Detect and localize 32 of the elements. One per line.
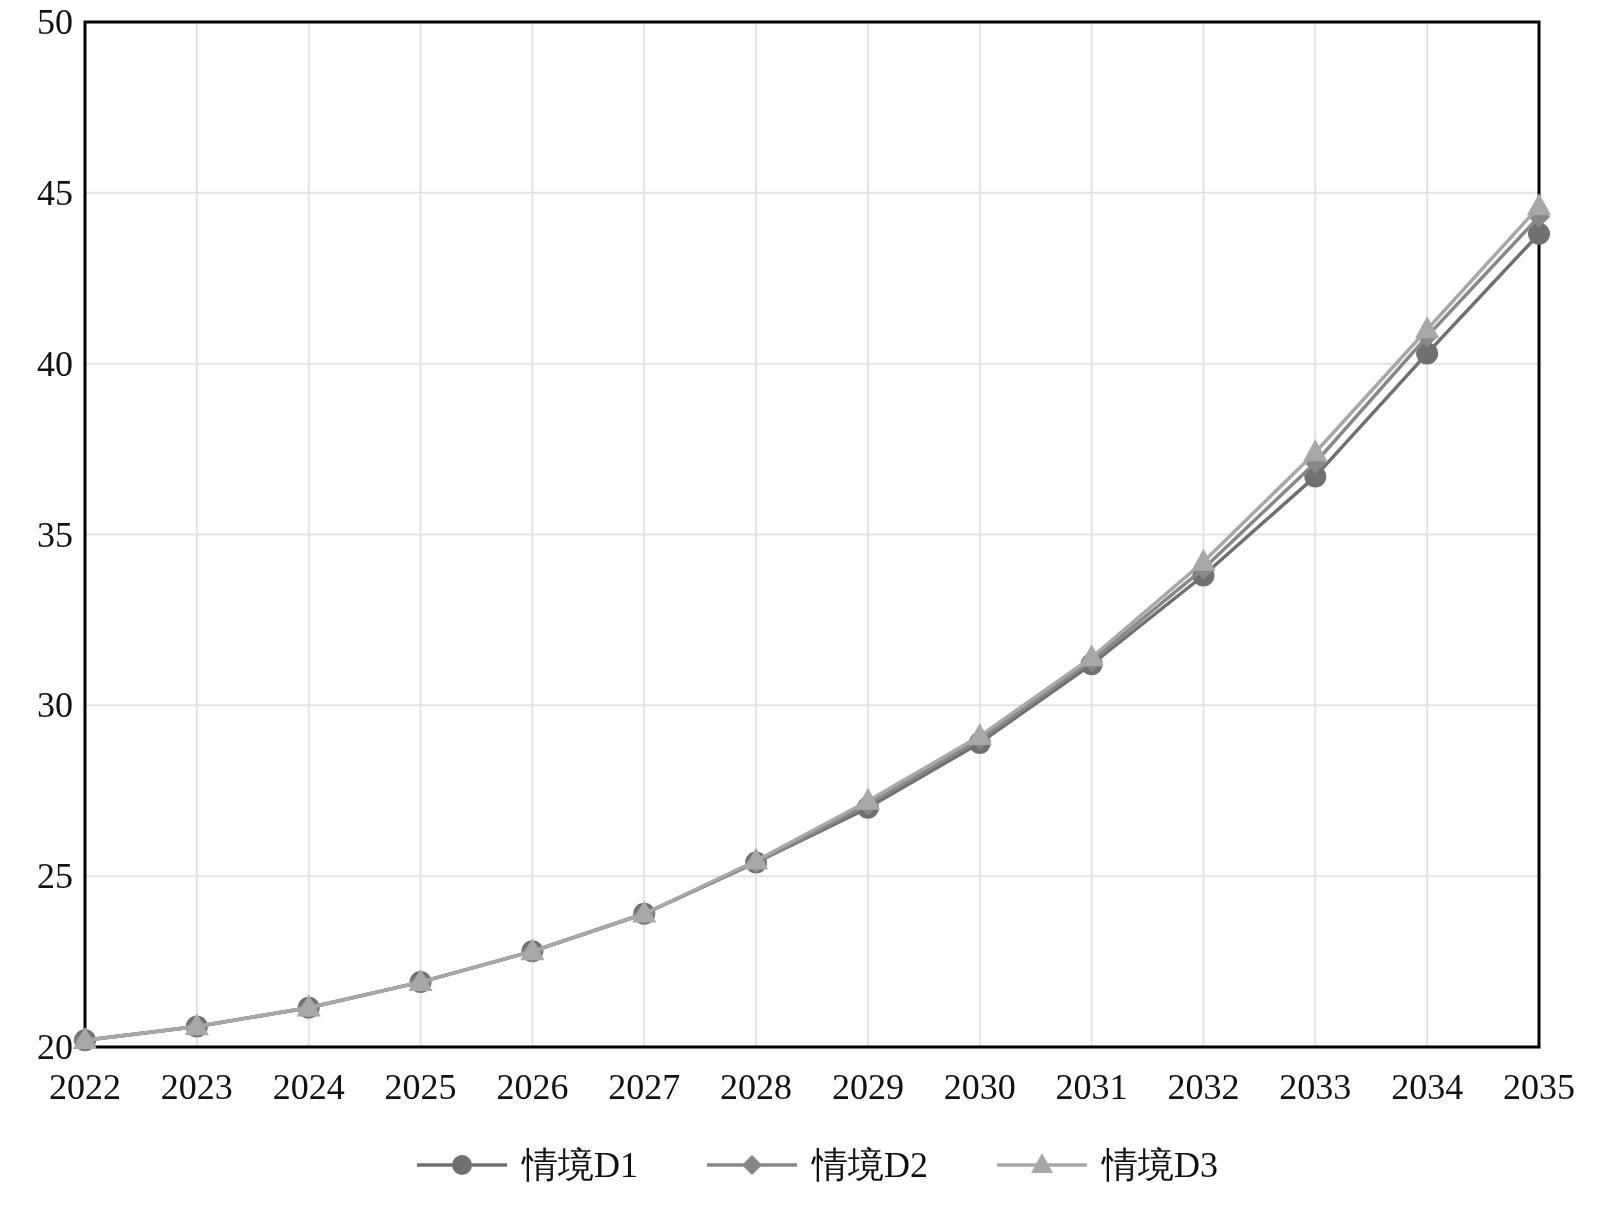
x-tick-label: 2026 <box>496 1067 569 1107</box>
legend-label: 情境D3 <box>1101 1145 1218 1185</box>
x-tick-label: 2029 <box>831 1067 904 1107</box>
x-tick-label: 2025 <box>384 1067 457 1107</box>
x-tick-label: 2032 <box>1167 1067 1240 1107</box>
point <box>1528 222 1550 245</box>
point <box>1526 193 1552 216</box>
legend-label: 情境D1 <box>521 1145 638 1185</box>
y-tick-label: 30 <box>37 685 73 726</box>
legend-label: 情境D2 <box>811 1145 928 1185</box>
point <box>855 787 881 810</box>
y-tick-label: 40 <box>37 343 73 384</box>
x-tick-label: 2023 <box>160 1067 233 1107</box>
x-tick-label: 2022 <box>49 1067 121 1107</box>
x-tick-label: 2034 <box>1391 1067 1464 1107</box>
y-tick-label: 25 <box>37 856 73 897</box>
x-tick-label: 2027 <box>608 1067 681 1107</box>
x-tick-label: 2024 <box>272 1067 345 1107</box>
y-tick-label: 35 <box>37 514 73 555</box>
x-tick-label: 2030 <box>943 1067 1016 1107</box>
x-tick-label: 2035 <box>1503 1067 1575 1107</box>
y-tick-label: 45 <box>37 172 73 213</box>
point <box>1415 316 1440 339</box>
point <box>967 722 992 745</box>
y-tick-label: 20 <box>37 1027 73 1067</box>
point <box>1191 548 1216 571</box>
x-tick-label: 2033 <box>1279 1067 1352 1107</box>
x-tick-label: 2028 <box>720 1067 793 1107</box>
point <box>1303 439 1328 462</box>
y-tick-label: 50 <box>37 2 73 42</box>
point <box>1079 644 1104 667</box>
x-tick-label: 2031 <box>1055 1067 1128 1107</box>
